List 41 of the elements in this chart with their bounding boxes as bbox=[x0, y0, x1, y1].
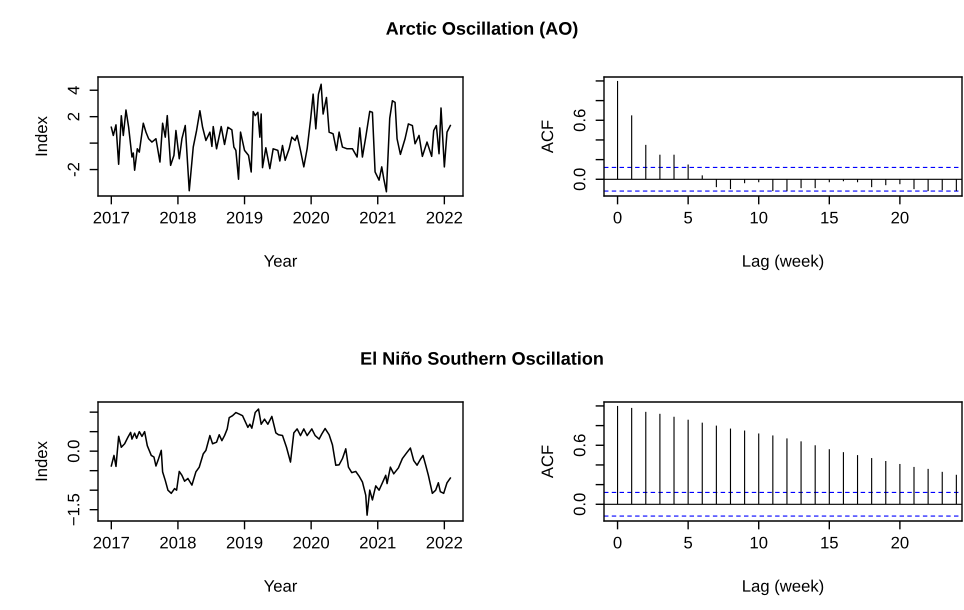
x-tick-label: 2021 bbox=[360, 536, 396, 549]
x-tick-label: 2020 bbox=[293, 536, 330, 549]
x-axis-title: Year bbox=[264, 580, 298, 592]
x-tick-label: 2017 bbox=[94, 536, 130, 549]
x-tick-label: 15 bbox=[821, 212, 838, 224]
y-axis-title: ACF bbox=[541, 120, 554, 154]
x-tick-label: 2022 bbox=[426, 536, 462, 549]
x-tick-label: 2019 bbox=[226, 212, 262, 224]
chart-title: Arctic Oscillation (AO) bbox=[386, 22, 578, 38]
y-tick-label: 4 bbox=[68, 86, 80, 94]
x-tick-label: 20 bbox=[891, 212, 909, 224]
x-axis-title: Year bbox=[264, 255, 298, 267]
y-axis-title: Index bbox=[34, 116, 48, 156]
y-tick-label: 0.6 bbox=[574, 109, 586, 132]
x-tick-label: 2021 bbox=[360, 212, 396, 224]
x-tick-label: 0 bbox=[614, 212, 622, 224]
y-tick-label: 2 bbox=[68, 112, 80, 120]
x-tick-label: 20 bbox=[891, 536, 909, 549]
x-tick-label: 10 bbox=[750, 536, 768, 549]
chart-title: El Niño Southern Oscillation bbox=[361, 352, 603, 365]
x-tick-label: 0 bbox=[614, 536, 622, 549]
x-tick-label: 2022 bbox=[426, 212, 462, 224]
y-axis-title: ACF bbox=[541, 446, 554, 478]
x-tick-label: 5 bbox=[684, 212, 692, 224]
y-tick-label: 0.0 bbox=[68, 440, 80, 462]
x-tick-label: 15 bbox=[821, 536, 838, 549]
x-tick-label: 2019 bbox=[226, 536, 262, 549]
x-tick-label: 2020 bbox=[293, 212, 330, 224]
y-tick-label: -2 bbox=[68, 162, 80, 176]
x-tick-label: 10 bbox=[750, 212, 768, 224]
y-tick-label: 0.6 bbox=[574, 434, 586, 456]
y-axis-title: Index bbox=[34, 441, 48, 480]
y-tick-label: 0.0 bbox=[574, 168, 586, 190]
y-tick-label: 0.0 bbox=[574, 493, 586, 516]
x-tick-label: 2017 bbox=[94, 212, 130, 224]
x-tick-label: 2018 bbox=[160, 536, 196, 549]
x-axis-title: Lag (week) bbox=[743, 580, 824, 596]
x-tick-label: 2018 bbox=[160, 212, 196, 224]
x-axis-title: Lag (week) bbox=[743, 254, 824, 270]
y-tick-label: −1.5 bbox=[68, 494, 80, 526]
x-tick-label: 5 bbox=[684, 536, 692, 549]
